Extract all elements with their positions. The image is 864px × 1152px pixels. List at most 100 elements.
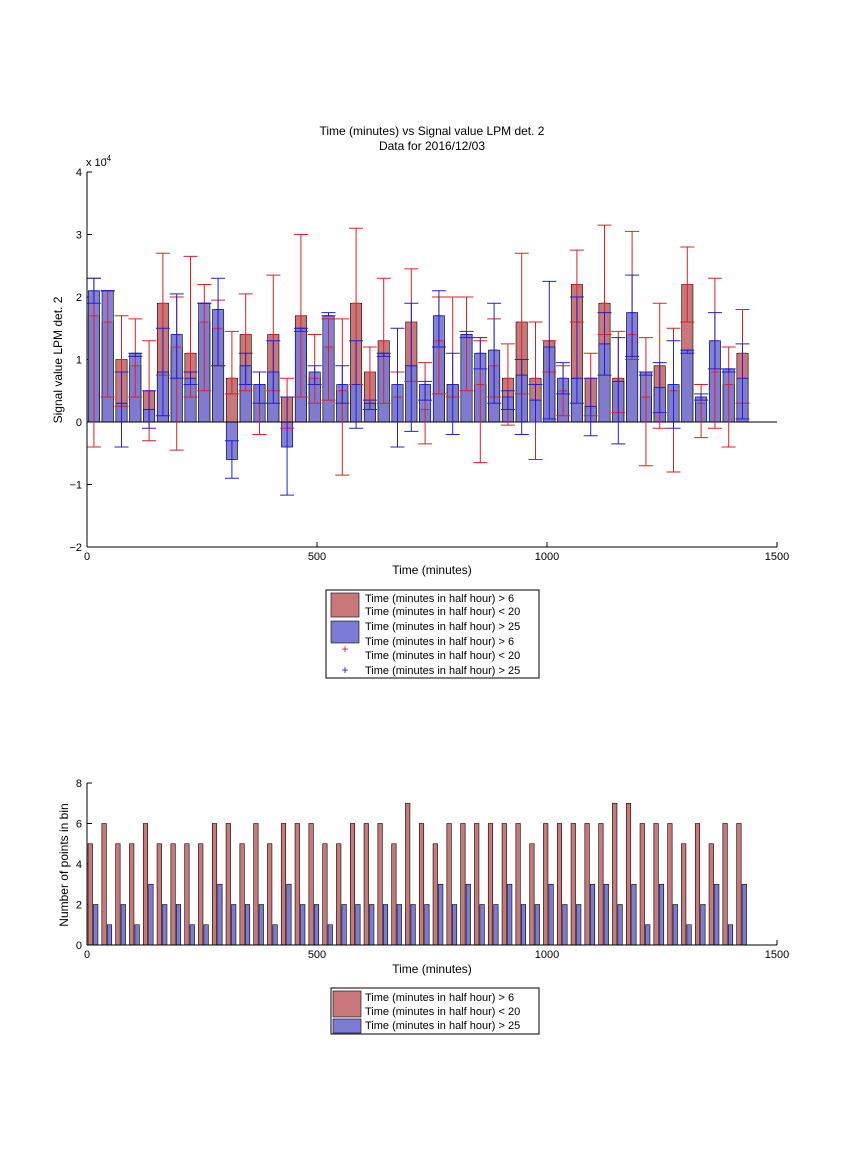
blue-count-bar [355,904,361,946]
blue-count-bar [424,904,430,946]
red-count-bar [625,802,632,946]
bottom-xtick-label: 1500 [765,949,789,961]
bottom-xtick-label: 0 [84,949,90,961]
blue-count-bar [727,924,734,946]
top-xtick-label: 1500 [765,551,789,563]
top-plot-area: 0 500 1000 1500 −2 −1 0 1 2 3 4 [69,167,789,563]
red-count-bar [239,843,245,946]
top-legend-label: Time (minutes in half hour) > 6 [365,593,514,605]
top-ytick-label: 1 [76,355,82,367]
red-count-bar [225,823,231,946]
top-ytick-label: −2 [69,542,82,554]
blue-count-bar [175,904,182,946]
blue-count-bar [534,904,540,946]
blue-count-bar [286,883,292,946]
red-count-bar [363,823,369,946]
red-count-bar [612,802,618,946]
red-count-bar [156,843,162,946]
bottom-legend-label: Time (minutes in half hour) > 6 [365,992,514,1004]
red-count-bar [391,843,397,946]
blue-count-bar [493,904,499,946]
red-count-bar [267,843,273,946]
bottom-ytick-label: 8 [76,778,82,790]
bottom-legend-label: Time (minutes in half hour) > 25 [365,1020,520,1032]
top-x-axis-label: Time (minutes) [392,563,472,577]
bottom-legend-label: Time (minutes in half hour) < 20 [365,1006,520,1018]
top-ytick-label: 3 [76,230,82,242]
red-count-bar [115,843,121,946]
red-count-bar [211,823,218,946]
top-legend-label: Time (minutes in half hour) < 20 [365,606,520,618]
top-chart-title: Time (minutes) vs Signal value LPM det. … [320,124,545,138]
red-count-bar [529,843,535,946]
red-count-bar [294,823,300,946]
red-count-bar [308,823,314,946]
blue-count-bar [272,924,278,946]
red-count-bar [501,823,507,946]
blue-count-bar [645,924,651,946]
bottom-x-axis-label: Time (minutes) [392,962,472,976]
top-legend-label: Time (minutes in half hour) < 20 [365,650,520,662]
bottom-ytick-label: 6 [76,819,82,831]
red-count-bar [349,823,356,946]
blue-count-bar [231,904,237,946]
blue-count-bar [217,883,223,946]
red-count-bar [377,823,383,946]
blue-count-bar [520,904,527,946]
blue-count-bar [258,904,264,946]
blue-count-bar [507,883,513,946]
top-xtick-label: 0 [84,551,90,563]
red-count-bar [543,823,549,946]
red-count-bar [184,843,190,946]
red-count-bar [570,823,576,946]
blue-count-bar [341,904,347,946]
bottom-plot-area: 0 500 1000 1500 0 2 4 6 8 [76,778,789,961]
blue-count-bar [244,904,251,946]
red-count-bar [653,823,659,946]
top-legend-label: Time (minutes in half hour) > 25 [365,665,520,677]
red-count-bar [736,823,742,946]
red-count-bar [639,823,645,946]
top-y-exponent-base: x 10 [86,157,107,169]
red-count-bar [198,843,204,946]
blue-count-bar [162,904,168,946]
blue-count-bar [148,883,154,946]
blue-count-bar [603,883,609,946]
top-chart: Time (minutes) vs Signal value LPM det. … [51,124,789,679]
blue-count-bar [548,883,554,946]
red-plus-legend-marker: + [341,642,348,656]
blue-count-bar [589,883,596,946]
blue-count-bar [741,883,747,946]
red-count-bar [432,843,438,946]
blue-count-bar [396,904,402,946]
top-y-exponent: x 10 -4 [86,154,112,169]
red-bar-legend-swatch [330,592,360,618]
blue-count-bar [479,904,485,946]
red-count-bar [584,823,590,946]
bottom-ytick-label: 4 [76,859,82,871]
blue-count-bar [576,904,582,946]
top-y-axis-label: Signal value LPM det. 2 [51,296,65,423]
red-count-bar [129,843,135,946]
red-count-bar [694,823,701,946]
red-count-bar [556,823,563,946]
blue-count-bar [189,924,195,946]
blue-count-bar [327,924,333,946]
red-count-bar [322,843,328,946]
blue-count-bar [631,883,637,946]
red-count-bar [101,823,107,946]
top-legend-label: Time (minutes in half hour) > 6 [365,636,514,648]
blue-count-bar [714,883,720,946]
top-legend-label: Time (minutes in half hour) > 25 [365,621,520,633]
bottom-ytick-label: 0 [76,940,82,952]
red-count-bar [418,823,425,946]
bottom-xtick-label: 1000 [535,949,559,961]
blue-count-bar [203,924,209,946]
blue-count-bar [313,904,320,946]
red-count-bar [515,823,521,946]
red-count-bar [405,802,411,946]
red-count-bar [87,843,93,946]
top-ytick-label: 2 [76,292,82,304]
blue-count-bar [451,904,458,946]
